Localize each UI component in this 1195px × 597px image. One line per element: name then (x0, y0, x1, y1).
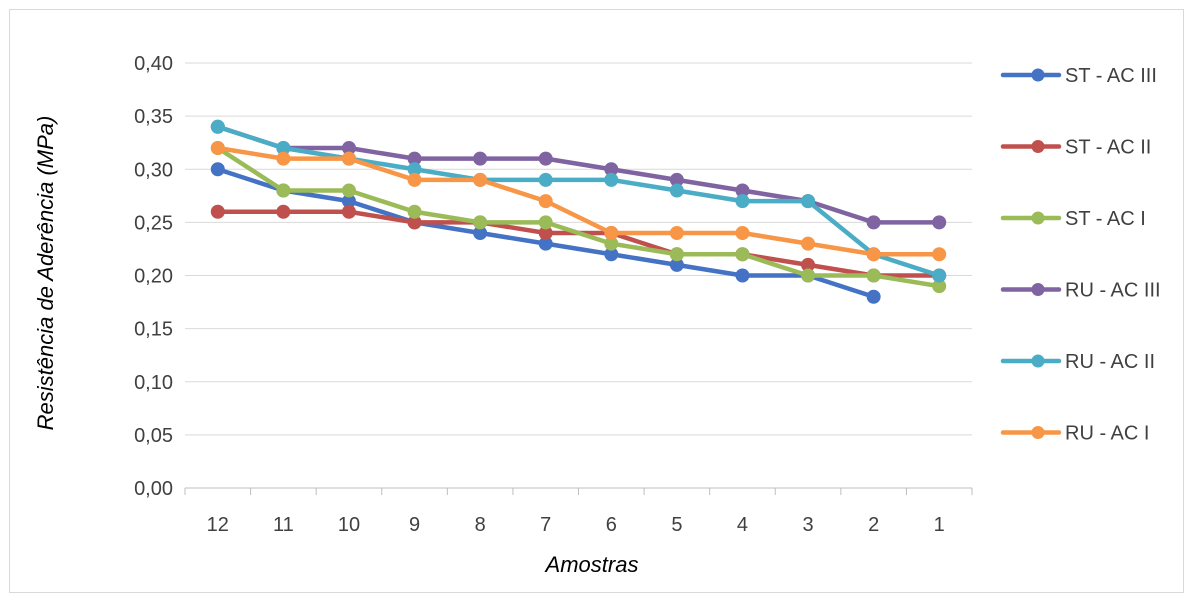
series-line (215, 124, 942, 225)
legend-label: ST - AC II (1065, 137, 1151, 159)
legend-item: ST - AC I (1000, 208, 1146, 230)
data-point (866, 289, 881, 304)
data-point (866, 268, 881, 283)
x-tick-label: 10 (338, 514, 360, 536)
legend-label: RU - AC III (1065, 280, 1161, 302)
legend-item: RU - AC III (1000, 280, 1161, 302)
data-point (866, 215, 881, 230)
data-point (276, 183, 291, 198)
data-point (407, 204, 422, 219)
data-point (538, 151, 553, 166)
x-axis-title: Amostras (544, 552, 639, 577)
legend-swatch-marker (1031, 426, 1045, 439)
data-point (735, 247, 750, 262)
x-tick-label: 11 (273, 514, 294, 536)
data-point (210, 119, 225, 134)
y-tick-label: 0,40 (134, 53, 173, 75)
data-point (473, 172, 488, 187)
series-line (215, 145, 942, 289)
legend-label: ST - AC III (1065, 65, 1157, 87)
y-tick-label: 0,15 (134, 319, 173, 341)
series-line (215, 145, 942, 257)
x-tick-label: 8 (475, 514, 486, 536)
data-point (341, 183, 356, 198)
data-point (801, 236, 816, 251)
data-point (735, 268, 750, 283)
legend-item: RU - AC II (1000, 351, 1155, 373)
data-point (276, 204, 291, 219)
gridlines (185, 62, 972, 436)
data-point (932, 247, 947, 262)
x-tick-label: 3 (802, 514, 813, 536)
data-point (341, 204, 356, 219)
x-tick-label: 9 (409, 514, 420, 536)
legend-label: RU - AC II (1065, 351, 1155, 373)
series-ru-ac-ii (210, 119, 947, 283)
data-point (669, 183, 684, 198)
data-point (538, 215, 553, 230)
series-lines (210, 119, 947, 304)
legend-label: ST - AC I (1065, 208, 1146, 230)
x-tick-label: 5 (671, 514, 682, 536)
data-point (801, 268, 816, 283)
data-point (604, 172, 619, 187)
data-point (210, 162, 225, 177)
x-tick-label: 6 (606, 514, 617, 536)
data-point (669, 226, 684, 240)
y-tick-label: 0,20 (134, 266, 173, 288)
legend-swatch-marker (1031, 140, 1045, 153)
legend-swatch-marker (1031, 283, 1045, 296)
y-tick-label: 0,30 (134, 159, 173, 181)
data-point (210, 204, 225, 219)
data-point (538, 172, 553, 187)
x-tick-label: 4 (737, 514, 748, 536)
data-point (735, 226, 750, 240)
data-point (735, 194, 750, 209)
data-point (407, 172, 422, 187)
x-tick-label: 7 (540, 514, 551, 536)
data-point (473, 215, 488, 230)
chart-frame (9, 9, 1184, 593)
x-tick-label: 1 (934, 514, 945, 536)
data-point (473, 151, 488, 166)
y-tick-label: 0,25 (134, 212, 173, 234)
data-point (932, 268, 947, 283)
legend-swatch-marker (1031, 354, 1045, 368)
data-point (210, 141, 225, 155)
y-tick-label: 0,00 (134, 478, 173, 500)
legend-item: ST - AC II (1000, 137, 1151, 159)
y-axis-title: Resistência de Aderência (MPa) (33, 116, 58, 431)
series-ru-ac-i (210, 141, 947, 262)
x-tick-label: 2 (868, 514, 879, 536)
legend-label: RU - AC I (1065, 423, 1149, 445)
data-point (538, 194, 553, 209)
y-tick-label: 0,05 (134, 425, 173, 447)
x-tick-label: 12 (207, 514, 229, 536)
y-tick-label: 0,35 (134, 106, 173, 128)
data-point (932, 215, 947, 230)
y-tick-label: 0,10 (134, 372, 173, 394)
data-point (801, 194, 816, 209)
legend: ST - AC III ST - AC II ST - AC I RU - AC II… (1000, 65, 1161, 445)
data-point (669, 247, 684, 262)
data-point (341, 151, 356, 166)
series-st-ac-i (210, 141, 947, 294)
legend-item: RU - AC I (1000, 423, 1149, 445)
legend-swatch-marker (1031, 68, 1045, 82)
legend-swatch-marker (1031, 211, 1045, 225)
data-point (866, 247, 881, 262)
data-point (276, 151, 291, 166)
data-point (604, 226, 619, 240)
legend-item: ST - AC III (1000, 65, 1157, 87)
